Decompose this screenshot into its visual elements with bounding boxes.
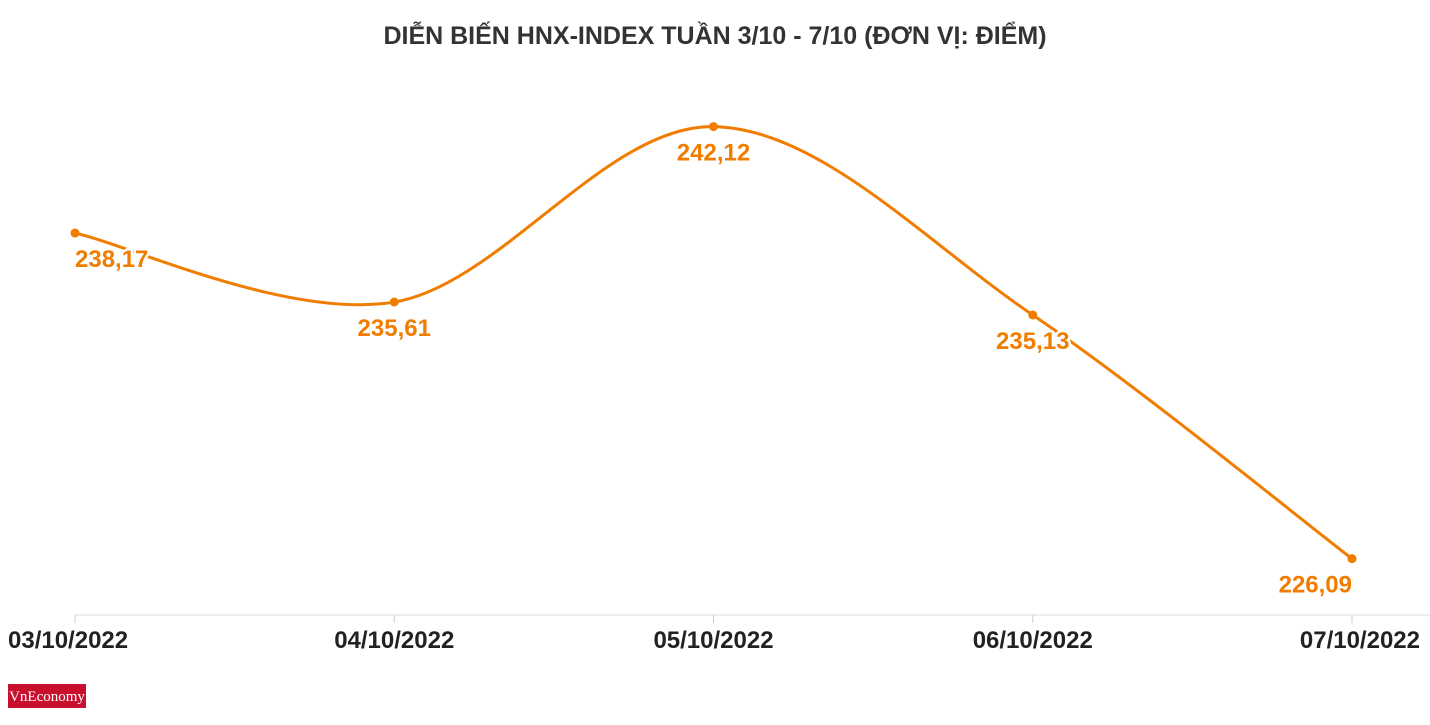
x-tick-label: 06/10/2022 [973,627,1093,654]
line [74,125,1353,560]
value-label: 242,12 [677,140,750,167]
brand-logo [8,684,86,708]
point [389,297,399,307]
point [1028,310,1038,320]
value-label: 235,13 [996,328,1069,355]
x-tick-label: 05/10/2022 [653,627,773,654]
x-tick-label: 07/10/2022 [1300,627,1420,654]
x-tick-label: 03/10/2022 [8,627,128,654]
value-label: 235,61 [358,315,431,342]
value-label: 238,17 [75,246,148,273]
point [70,228,80,238]
point [709,122,718,132]
point [1347,554,1357,564]
x-tick-label: 04/10/2022 [334,627,454,654]
chart-title: DIỄN BIẾN HNX-INDEX TUẦN 3/10 - 7/10 (ĐƠ… [383,20,1046,50]
brand-text: VnEconomy [9,689,85,705]
value-label: 226,09 [1279,572,1352,599]
